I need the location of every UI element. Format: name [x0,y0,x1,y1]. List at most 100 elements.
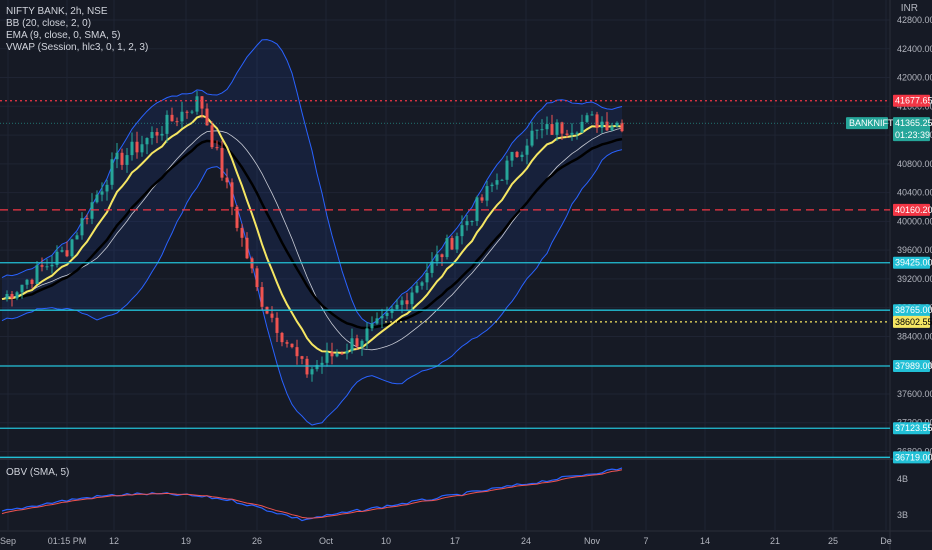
candle-body [255,268,259,288]
candle-body [260,287,264,307]
candle-body [240,227,244,238]
candle-body [595,114,599,128]
candle-body [245,237,249,259]
symbol-tag-label: BANKNIFTY [849,118,900,128]
candle-body [25,279,29,285]
candle-body [175,121,179,123]
candle-body [475,197,479,221]
candle-body [20,284,24,293]
candle-body [315,364,319,370]
candle-body [280,332,284,343]
countdown-label: 01:23:39 [895,130,930,140]
obv-legend[interactable]: OBV (SMA, 5) [6,467,70,478]
obv-pane: 4B 3B [1,467,908,522]
candle-body [290,343,294,348]
candle-body [130,141,134,156]
time-tick-label: 01:15 PM [48,536,87,546]
candle-body [505,160,509,180]
candle-body [350,338,354,351]
level-tag-label: 38602.55 [895,317,932,327]
candle-body [530,130,534,146]
candle-body [50,264,54,267]
time-tick-label: 17 [450,536,460,546]
level-tag [893,304,930,317]
legend-ema[interactable]: EMA (9, close, 0, SMA, 5) [6,30,121,41]
time-tick-label: 14 [700,536,710,546]
candle-body [605,121,609,131]
price-tick-label: 40800.00 [897,159,932,169]
candle-body [575,132,579,134]
candle-body [215,147,219,149]
price-levels [0,100,890,458]
level-tag [893,315,930,328]
candle-body [145,138,149,145]
candle-body [450,238,454,250]
candle-body [185,111,189,113]
candle-body [440,254,444,258]
candle-body [120,152,124,165]
candle-body [180,111,184,122]
candle-body [500,179,504,181]
ema-line [1,114,623,354]
price-tick-label: 37600.00 [897,389,932,399]
symbol-tag [846,117,888,130]
candles [5,90,624,382]
candle-body [495,180,499,185]
candle-body [205,108,209,126]
candle-body [600,121,604,128]
legend-vwap[interactable]: VWAP (Session, hlc3, 0, 1, 2, 3) [6,42,149,53]
candle-body [405,300,409,305]
obv-tick-label: 4B [897,474,908,484]
candle-body [225,177,229,183]
candle-body [55,251,59,265]
candle-body [70,239,74,257]
candle-body [340,353,344,355]
level-tag-label: 36719.00 [895,452,932,462]
level-tag [893,203,930,216]
level-tag-label: 39425.00 [895,258,932,268]
candle-body [115,152,119,160]
candle-body [430,261,434,273]
time-tick-label: 12 [109,536,119,546]
candle-body [510,151,514,161]
candle-body [445,238,449,258]
candle-body [550,124,554,135]
candle-body [300,356,304,359]
candle-body [295,347,299,357]
candle-body [220,148,224,178]
price-tick-label: 42400.00 [897,44,932,54]
candle-body [270,313,274,318]
candle-body [310,369,314,375]
legend-bb[interactable]: BB (20, close, 2, 0) [6,18,92,29]
candle-body [135,141,139,153]
candle-body [590,114,594,116]
obv-sma-line [1,469,623,519]
candle-body [465,221,469,226]
candle-body [620,122,624,132]
candle-body [195,96,199,112]
candle-body [325,352,329,363]
candle-body [320,362,324,365]
candle-body [435,254,439,262]
candle-body [525,145,529,155]
candle-body [545,124,549,130]
candle-body [375,318,379,324]
candle-body [580,121,584,133]
candle-body [380,315,384,319]
candle-body [230,182,234,207]
candle-body [385,312,389,316]
candle-body [540,129,544,131]
candle-body [235,206,239,228]
candle-body [335,353,339,357]
candle-body [360,340,364,347]
candle-body [100,191,104,195]
candle-body [105,184,109,192]
candle-body [10,294,14,299]
candle-body [210,125,214,148]
candle-body [390,308,394,313]
vwap-line [1,137,623,330]
candle-body [45,266,49,268]
candle-body [395,304,399,309]
time-axis: Sep 01:15 PM 12 19 26 Oct 10 17 24 Nov 7 14 21 25 De [0,536,892,546]
